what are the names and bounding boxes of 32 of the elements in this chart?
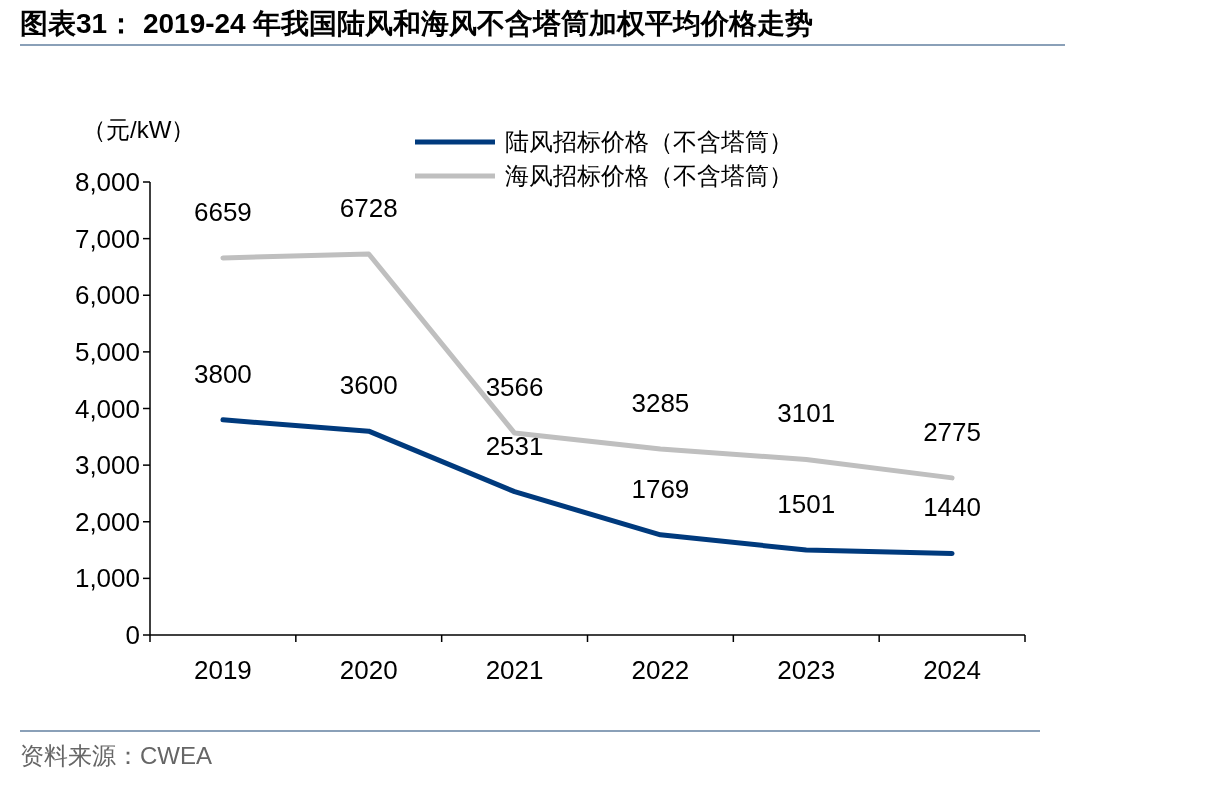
data-label: 1440	[923, 492, 982, 523]
x-tick-label: 2023	[777, 655, 836, 685]
data-label: 2531	[485, 430, 544, 461]
chart-title: 图表31： 2019-24 年我国陆风和海风不含塔筒加权平均价格走势	[20, 8, 814, 39]
y-tick-label: 2,000	[74, 506, 140, 537]
data-label: 6728	[339, 193, 398, 224]
data-label: 3285	[631, 387, 690, 418]
data-label: 3800	[193, 358, 252, 389]
data-label: 3600	[339, 370, 398, 401]
y-tick-label: 5,000	[74, 336, 140, 367]
x-tick-label: 2019	[193, 655, 252, 685]
data-label: 2775	[923, 416, 982, 447]
x-tick-label: 2024	[923, 655, 982, 685]
data-label: 3566	[485, 372, 544, 403]
legend-label: 陆风招标价格（不含塔筒）	[505, 128, 793, 156]
y-axis-title: （元/kW）	[82, 116, 196, 143]
data-label: 1769	[631, 473, 690, 504]
y-tick-label: 1,000	[74, 563, 140, 594]
y-tick-label: 3,000	[74, 450, 140, 481]
x-tick-label: 2022	[631, 655, 690, 685]
data-label: 6659	[193, 196, 252, 227]
x-tick-label: 2020	[339, 655, 398, 685]
text: 资料来源：CWEA	[20, 742, 212, 769]
data-label: 1501	[777, 489, 836, 520]
y-tick-label: 0	[125, 620, 140, 651]
data-label: 3101	[777, 398, 836, 429]
y-tick-label: 8,000	[74, 167, 140, 198]
y-tick-label: 7,000	[74, 223, 140, 254]
x-tick-label: 2021	[485, 655, 544, 685]
y-tick-label: 4,000	[74, 393, 140, 424]
y-tick-label: 6,000	[74, 280, 140, 311]
legend-label: 海风招标价格（不含塔筒）	[505, 162, 793, 190]
